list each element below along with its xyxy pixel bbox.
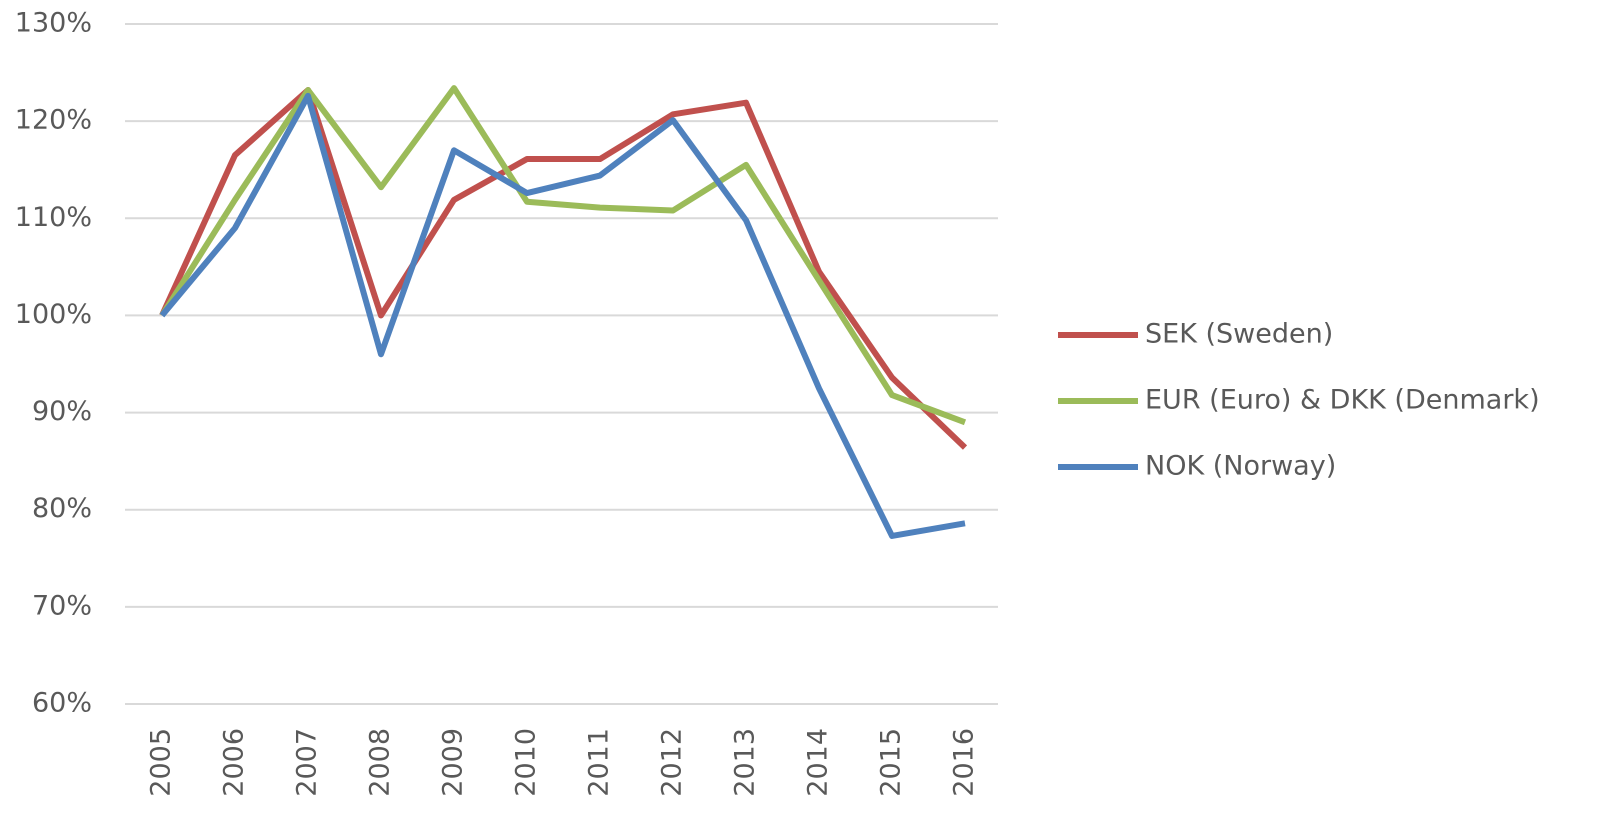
x-tick-label: 2009 — [438, 728, 469, 797]
y-tick-label: 80% — [32, 493, 92, 524]
x-tick-label: 2011 — [584, 728, 615, 797]
y-tick-label: 120% — [15, 105, 92, 136]
y-tick-label: 60% — [32, 688, 92, 719]
y-tick-label: 100% — [15, 299, 92, 330]
x-tick-label: 2006 — [219, 728, 250, 797]
y-tick-label: 70% — [32, 590, 92, 621]
x-tick-label: 2007 — [292, 728, 323, 797]
x-tick-label: 2015 — [876, 728, 907, 797]
x-tick-label: 2010 — [511, 728, 542, 797]
y-tick-label: 110% — [15, 202, 92, 233]
line-series — [159, 87, 968, 450]
line-series — [159, 85, 967, 426]
legend-label: NOK (Norway) — [1145, 451, 1336, 482]
x-tick-label: 2005 — [146, 728, 177, 797]
x-tick-label: 2013 — [730, 728, 761, 797]
legend-label: EUR (Euro) & DKK (Denmark) — [1145, 385, 1540, 416]
y-tick-label: 130% — [15, 8, 92, 39]
x-tick-label: 2012 — [657, 728, 688, 797]
y-tick-label: 90% — [32, 396, 92, 427]
legend-label: SEK (Sweden) — [1145, 319, 1333, 350]
x-tick-label: 2008 — [365, 728, 396, 797]
line-series — [159, 92, 966, 539]
x-tick-label: 2016 — [949, 728, 980, 797]
x-tick-label: 2014 — [803, 728, 834, 797]
